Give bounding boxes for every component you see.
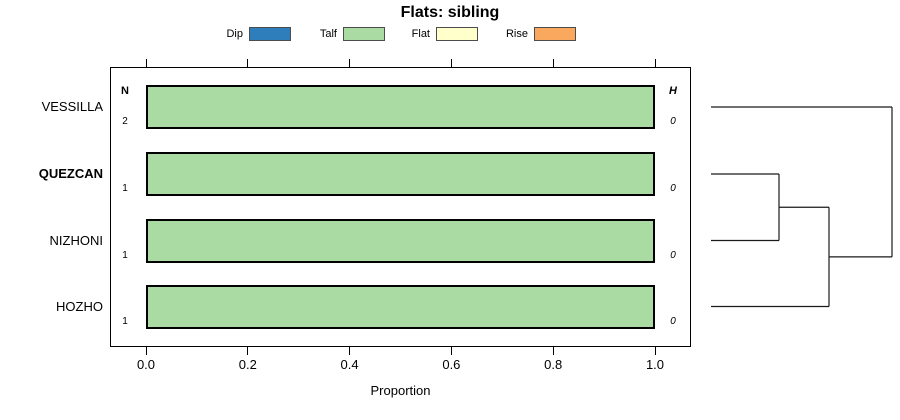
x-tick-label: 0.6	[442, 357, 461, 372]
x-tick-top	[145, 59, 147, 67]
x-tick-label: 0.0	[136, 357, 156, 372]
n-value-vessilla: 2	[122, 116, 128, 127]
n-column-header: N	[121, 85, 129, 97]
n-value-nizhoni: 1	[122, 249, 128, 261]
x-tick-top	[247, 59, 249, 67]
x-tick-top	[349, 59, 351, 67]
h-value-quezcan: 0	[670, 183, 676, 194]
legend-label-rise: Rise	[505, 28, 528, 40]
x-tick-label: 0.4	[340, 357, 359, 372]
bar-vessilla-talf	[146, 85, 655, 129]
bar-nizhoni-talf	[146, 218, 655, 263]
x-tick-label: 1.0	[645, 357, 665, 372]
x-tick-label: 0.8	[544, 357, 563, 372]
x-tick-bottom	[450, 347, 452, 355]
legend-label-flat: Flat	[411, 28, 430, 40]
category-label-quezcan: QUEZCAN	[38, 166, 103, 181]
bar-hozho-talf	[146, 284, 655, 329]
n-value-quezcan: 1	[122, 183, 128, 194]
x-axis-title: Proportion	[370, 383, 431, 398]
chart-title: Flats: sibling	[400, 4, 500, 21]
bar-quezcan-talf	[146, 152, 655, 196]
x-tick-bottom	[349, 347, 351, 355]
legend-swatch-talf	[343, 27, 385, 41]
category-label-hozho: HOZHO	[56, 298, 103, 314]
h-value-hozho: 0	[670, 315, 676, 327]
category-label-vessilla: VESSILLA	[41, 99, 103, 114]
legend-swatch-rise	[534, 27, 576, 41]
x-tick-label: 0.2	[238, 357, 257, 372]
h-column-header: H	[669, 85, 677, 97]
x-tick-top	[450, 59, 452, 67]
x-tick-bottom	[552, 347, 554, 355]
x-tick-top	[654, 59, 656, 67]
n-value-hozho: 1	[122, 315, 128, 327]
category-label-nizhoni: NIZHONI	[49, 232, 103, 248]
legend-swatch-flat	[436, 27, 478, 41]
legend-label-talf: Talf	[319, 28, 337, 40]
x-tick-bottom	[145, 347, 147, 355]
legend-label-dip: Dip	[226, 28, 243, 40]
h-value-nizhoni: 0	[670, 249, 676, 261]
legend-swatch-dip	[249, 27, 291, 41]
h-value-vessilla: 0	[670, 116, 676, 127]
x-tick-bottom	[247, 347, 249, 355]
x-tick-top	[552, 59, 554, 67]
x-tick-bottom	[654, 347, 656, 355]
